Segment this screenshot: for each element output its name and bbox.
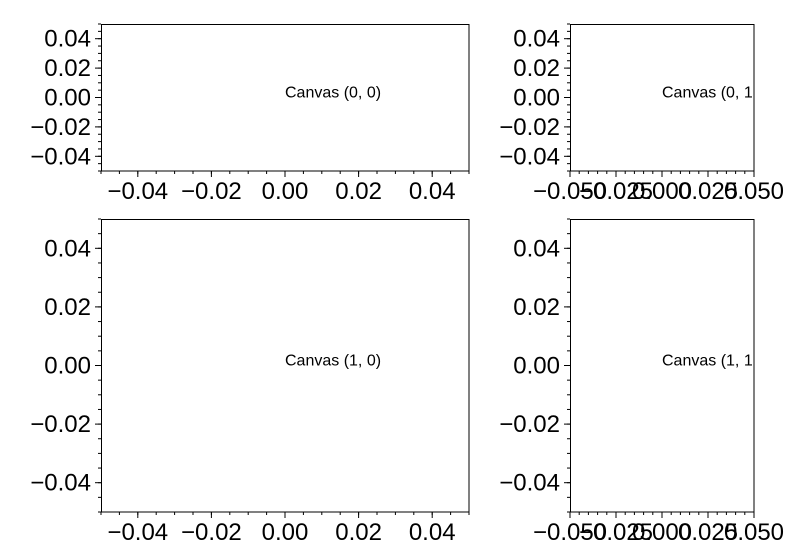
x-tick-label: 0.050	[724, 178, 784, 205]
y-tick-label: −0.02	[499, 114, 560, 141]
y-tick-label: −0.02	[30, 411, 91, 438]
x-tick-label: 0.000	[632, 178, 692, 205]
x-tick-label: 0.02	[335, 178, 382, 205]
y-tick-label: 0.04	[44, 235, 91, 262]
y-tick-label: 0.00	[44, 353, 91, 380]
y-tick-label: 0.00	[44, 85, 91, 112]
x-tick-label: 0.04	[409, 519, 456, 546]
x-tick-label: −0.025	[579, 519, 653, 546]
x-tick-label: 0.025	[678, 519, 738, 546]
panel-0-0-ticks: −0.04 −0.02 0.00 0.02 0.04−0.04−0.020.000.02…	[30, 23, 470, 205]
y-tick-label: 0.04	[513, 26, 560, 53]
x-tick-label: 0.04	[409, 178, 456, 205]
y-tick-label: 0.02	[44, 294, 91, 321]
x-tick-label: 0.050	[724, 519, 784, 546]
x-tick-label: 0.00	[262, 178, 309, 205]
x-tick-label: −0.02	[181, 178, 242, 205]
panel-1-0: −0.04 −0.02 0.00 0.02 0.04 −0.04 −0.02 0.00 0.02…	[30, 218, 470, 546]
y-tick-label: 0.00	[513, 353, 560, 380]
y-tick-label: −0.04	[30, 470, 91, 497]
y-tick-label: −0.04	[30, 143, 91, 170]
y-tick-label: 0.04	[513, 235, 560, 262]
y-tick-label: 0.00	[513, 85, 560, 112]
x-tick-label: −0.04	[107, 519, 168, 546]
x-tick-label: 0.025	[678, 178, 738, 205]
x-tick-label: −0.02	[181, 519, 242, 546]
x-tick-label: −0.025	[579, 178, 653, 205]
panel-0-1-ticks: −0.050−0.0250.0000.0250.050−0.04−0.020.0…	[499, 23, 784, 205]
y-tick-label: 0.02	[44, 55, 91, 82]
y-tick-label: 0.02	[513, 294, 560, 321]
x-tick-label: −0.050	[533, 178, 607, 205]
x-tick-label: −0.04	[107, 178, 168, 205]
y-tick-label: −0.04	[499, 143, 560, 170]
panel-0-0: −0.04 −0.02 0.00 0.02 0.04−0.04−0.020.000.02…	[30, 23, 470, 205]
panel-0-1: −0.050−0.0250.0000.0250.050−0.04−0.020.0…	[499, 23, 784, 205]
y-tick-label: −0.04	[499, 470, 560, 497]
x-tick-label: 0.00	[262, 519, 309, 546]
panel-1-0-annotation: Canvas (1, 0)	[285, 353, 381, 370]
panel-1-0-ticks: −0.04 −0.02 0.00 0.02 0.04 −0.04 −0.02 0.00 0.02…	[30, 218, 470, 546]
panel-0-1-annotation: Canvas (0, 1	[662, 85, 753, 102]
y-tick-label: 0.04	[44, 26, 91, 53]
x-tick-label: −0.050	[533, 519, 607, 546]
panel-0-0-annotation: Canvas (0, 0)	[285, 85, 381, 102]
x-tick-label: 0.02	[335, 519, 382, 546]
panel-1-1-annotation: Canvas (1, 1	[662, 353, 753, 370]
y-tick-label: −0.02	[499, 411, 560, 438]
y-tick-label: 0.02	[513, 55, 560, 82]
x-tick-label: 0.000	[632, 519, 692, 546]
y-tick-label: −0.02	[30, 114, 91, 141]
